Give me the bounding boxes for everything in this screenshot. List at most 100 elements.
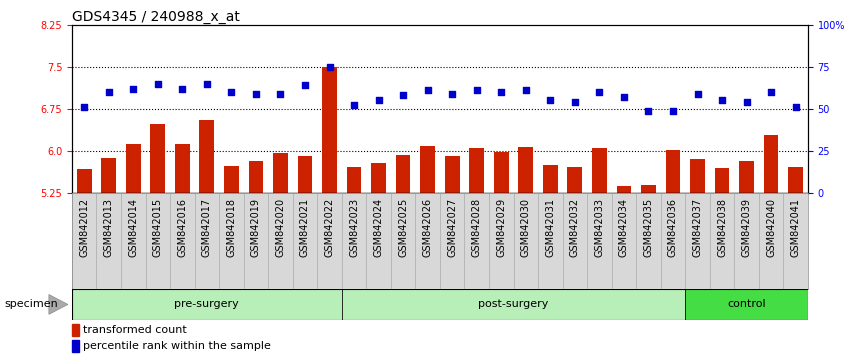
Text: GSM842037: GSM842037 (693, 198, 702, 257)
Point (224, 89, 239, 95)
Bar (666, 150, 680, 193)
Point (371, 98, 385, 103)
Text: GSM842017: GSM842017 (202, 198, 212, 257)
Text: GSM842033: GSM842033 (595, 198, 604, 257)
Text: GSM842039: GSM842039 (742, 198, 751, 257)
Text: GSM842032: GSM842032 (570, 198, 580, 257)
Bar (464, 193, 489, 289)
Text: GSM842019: GSM842019 (251, 198, 261, 257)
Bar (759, 193, 783, 289)
Text: GSM842029: GSM842029 (497, 198, 506, 257)
Bar (470, 148, 484, 193)
Text: GSM842028: GSM842028 (472, 198, 481, 257)
Polygon shape (49, 295, 68, 314)
Bar (415, 193, 440, 289)
Point (715, 98, 728, 103)
Bar (489, 193, 514, 289)
Point (641, 108, 655, 113)
Bar (342, 193, 366, 289)
Bar (317, 193, 342, 289)
Bar (72, 193, 96, 289)
Text: GSM842016: GSM842016 (178, 198, 187, 257)
Text: specimen: specimen (4, 299, 58, 309)
Point (298, 82, 311, 88)
Bar (72, 324, 80, 336)
Text: GSM842036: GSM842036 (668, 198, 678, 257)
Bar (268, 193, 293, 289)
Text: GSM842012: GSM842012 (80, 198, 89, 257)
Bar (641, 184, 656, 193)
Bar (391, 193, 415, 289)
Bar (244, 193, 268, 289)
Bar (72, 340, 80, 352)
Point (396, 92, 409, 98)
Bar (195, 193, 219, 289)
Bar (200, 120, 214, 193)
Text: GSM842035: GSM842035 (644, 198, 653, 257)
Bar (685, 289, 808, 320)
Point (739, 99, 753, 105)
Text: GSM842024: GSM842024 (374, 198, 383, 257)
Bar (420, 147, 435, 193)
Bar (568, 167, 582, 193)
Bar (77, 169, 91, 193)
Bar (788, 167, 803, 193)
Bar (342, 289, 685, 320)
Bar (636, 193, 661, 289)
Bar (661, 193, 685, 289)
Point (151, 81, 164, 86)
Bar (519, 147, 533, 193)
Text: GSM842041: GSM842041 (791, 198, 800, 257)
Point (322, 64, 336, 70)
Point (273, 91, 287, 97)
Bar (543, 165, 558, 193)
Point (126, 86, 140, 92)
Bar (592, 148, 607, 193)
Bar (175, 144, 190, 193)
Text: GSM842030: GSM842030 (521, 198, 530, 257)
Bar (151, 124, 165, 193)
Bar (734, 193, 759, 289)
Point (788, 104, 802, 110)
Bar (685, 193, 710, 289)
Text: GSM842018: GSM842018 (227, 198, 236, 257)
Point (690, 91, 704, 97)
Point (175, 86, 189, 92)
Bar (298, 156, 312, 193)
Text: GSM842015: GSM842015 (153, 198, 162, 257)
Bar (715, 168, 729, 193)
Text: GSM842013: GSM842013 (104, 198, 113, 257)
Point (420, 87, 435, 93)
Bar (102, 158, 116, 193)
Bar (587, 193, 612, 289)
Point (519, 87, 532, 93)
Bar (494, 152, 508, 193)
Bar (72, 289, 342, 320)
Point (77, 104, 91, 110)
Text: GSM842038: GSM842038 (717, 198, 727, 257)
Point (347, 103, 360, 108)
Bar (617, 185, 631, 193)
Point (543, 98, 557, 103)
Text: GSM842025: GSM842025 (398, 198, 408, 257)
Bar (322, 67, 337, 193)
Text: GSM842022: GSM842022 (325, 198, 334, 257)
Text: GSM842027: GSM842027 (448, 198, 457, 257)
Bar (126, 144, 140, 193)
Point (445, 91, 459, 97)
Bar (612, 193, 636, 289)
Bar (347, 167, 361, 193)
Bar (371, 163, 386, 193)
Bar (690, 159, 705, 193)
Point (568, 99, 581, 105)
Text: GSM842034: GSM842034 (619, 198, 629, 257)
Bar (249, 161, 263, 193)
Bar (563, 193, 587, 289)
Bar (293, 193, 317, 289)
Point (102, 89, 115, 95)
Point (666, 108, 679, 113)
Point (494, 89, 508, 95)
Text: percentile rank within the sample: percentile rank within the sample (83, 341, 271, 351)
Bar (96, 193, 121, 289)
Bar (538, 193, 563, 289)
